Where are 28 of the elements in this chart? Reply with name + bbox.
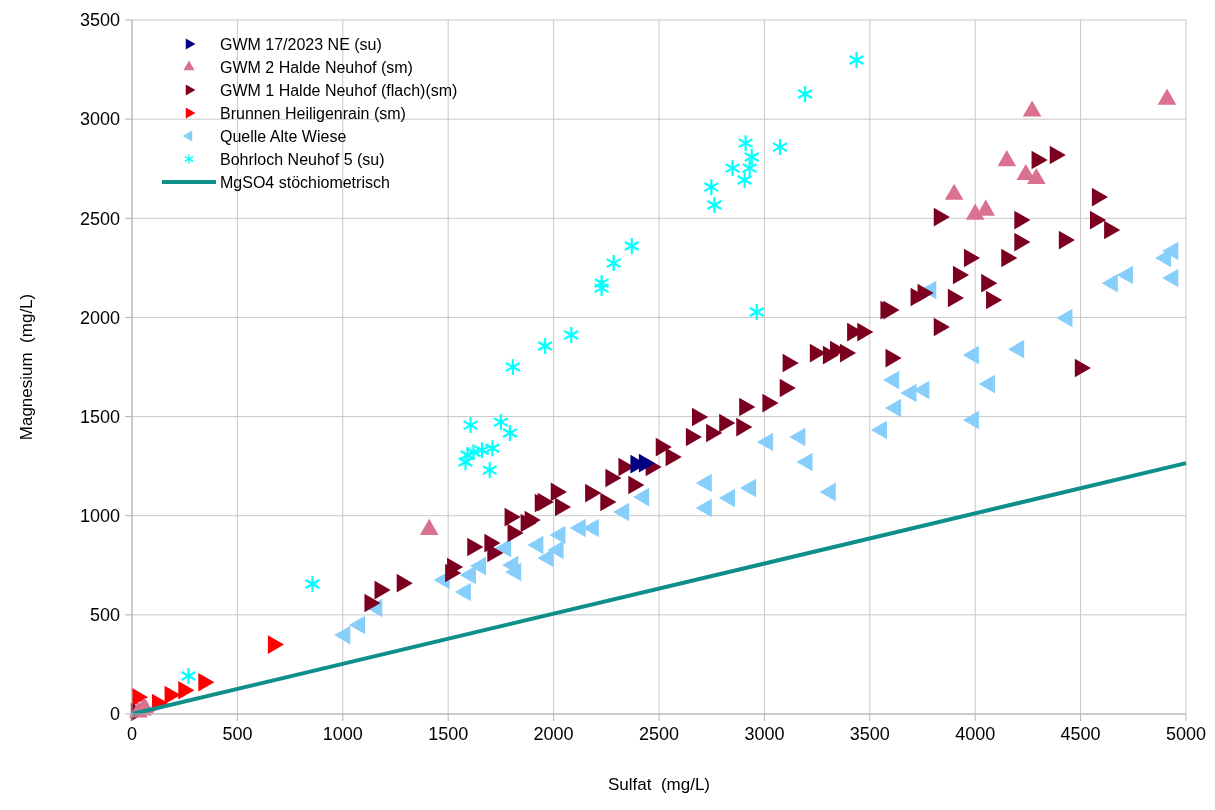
y-tick-label: 2500: [79, 208, 120, 229]
y-tick-label: 1000: [79, 506, 120, 527]
x-tick-label: 1500: [428, 724, 469, 744]
x-tick-label: 3000: [744, 724, 785, 744]
x-tick-label: 4500: [1060, 724, 1101, 744]
legend-label: Brunnen Heiligenrain (sm): [220, 104, 406, 122]
x-tick-label: 5000: [1165, 724, 1207, 744]
y-tick-label: 1500: [79, 406, 120, 427]
legend-label: MgSO4 stöchiometrisch: [220, 173, 390, 191]
y-tick-label: 3000: [79, 109, 120, 130]
x-tick-label: 4000: [955, 724, 996, 744]
x-tick-label: 500: [222, 724, 253, 744]
legend-label: GWM 1 Halde Neuhof (flach)(sm): [220, 81, 458, 99]
y-tick-label: 0: [109, 704, 120, 725]
x-axis-title: Sulfat (mg/L): [607, 775, 711, 794]
y-tick-label: 2000: [79, 307, 120, 328]
x-tick-label: 2000: [533, 724, 574, 744]
legend-label: GWM 17/2023 NE (su): [220, 35, 382, 53]
y-tick-label: 500: [89, 605, 120, 626]
x-tick-label: 3500: [849, 724, 890, 744]
y-tick-label: 3500: [79, 10, 120, 31]
x-tick-label: 0: [126, 724, 138, 744]
legend-label: GWM 2 Halde Neuhof (sm): [220, 58, 413, 76]
x-tick-label: 1000: [322, 724, 363, 744]
legend-label: Quelle Alte Wiese: [220, 127, 347, 145]
y-axis-title: Magnesium (mg/L): [17, 293, 36, 441]
legend-label: Bohrloch Neuhof 5 (su): [220, 150, 385, 168]
x-tick-label: 2500: [638, 724, 680, 744]
